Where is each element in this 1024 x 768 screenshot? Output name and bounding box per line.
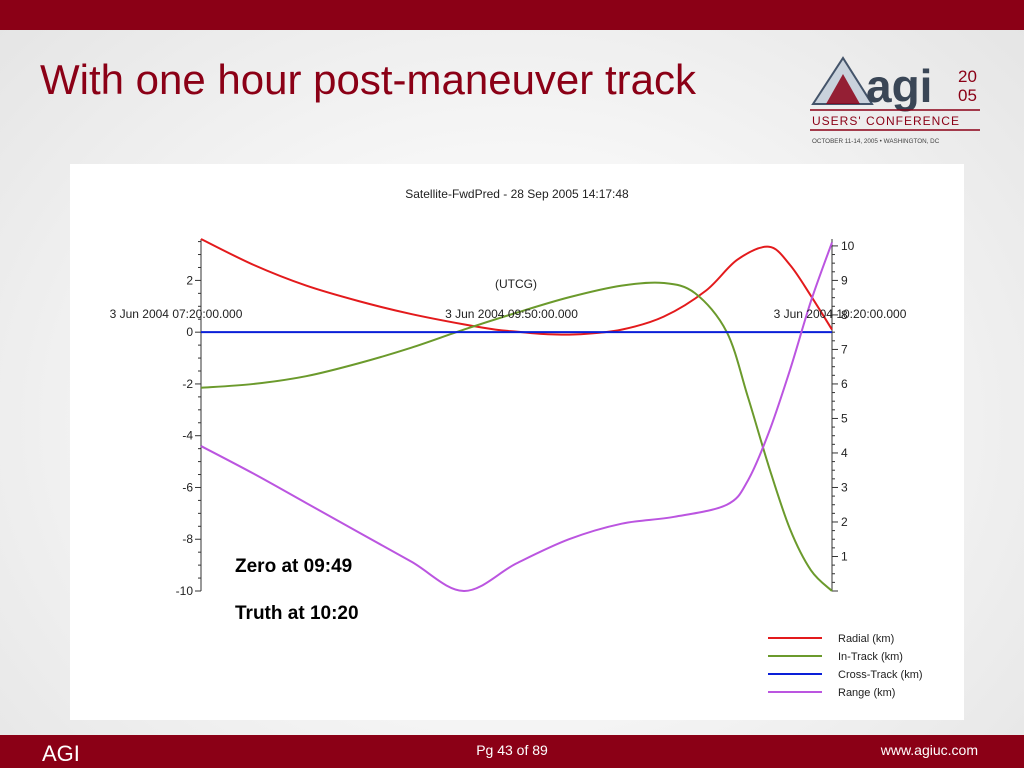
right-tick-label: 1	[841, 549, 848, 563]
legend-label-1: In-Track (km)	[838, 651, 903, 663]
chart-axes: 2 0 -2 -4 -6 -8 -10 10 9 8 7 6 5 4 3 2 1	[176, 239, 855, 598]
series-line-3	[200, 242, 833, 593]
right-tick-label: 10	[841, 239, 855, 253]
series-line-0	[200, 238, 833, 336]
x-tick-labels: 3 Jun 2004 07:20:00.000 3 Jun 2004 09:50:…	[110, 307, 907, 321]
right-tick-label: 3	[841, 480, 848, 494]
left-tick-label: 2	[186, 273, 193, 287]
right-tick-label: 6	[841, 377, 848, 391]
right-tick-label: 4	[841, 446, 848, 460]
chart-title: Satellite-FwdPred - 28 Sep 2005 14:17:48	[405, 187, 629, 201]
x-axis-label: (UTCG)	[495, 277, 537, 291]
footer-url: www.agiuc.com	[880, 742, 978, 758]
bottom-banner: AGI Pg 43 of 89 www.agiuc.com	[0, 735, 1024, 768]
x-tick-label: 3 Jun 2004 10:20:00.000	[774, 307, 907, 321]
series-line-1	[200, 281, 833, 592]
slide-title: With one hour post-maneuver track	[40, 56, 696, 103]
chart-panel: Satellite-FwdPred - 28 Sep 2005 14:17:48…	[70, 164, 964, 720]
left-tick-label: 0	[186, 325, 193, 339]
legend-label-0: Radial (km)	[838, 633, 894, 645]
logo-line1: USERS' CONFERENCE	[812, 114, 960, 128]
chart-series	[200, 238, 833, 593]
logo-word: agi	[866, 60, 932, 112]
legend-label-2: Cross-Track (km)	[838, 669, 923, 681]
left-tick-label: -8	[182, 532, 193, 546]
left-tick-label: -6	[182, 480, 193, 494]
x-tick-label: 3 Jun 2004 09:50:00.000	[445, 307, 578, 321]
logo-year-bottom: 05	[958, 86, 977, 105]
legend-label-3: Range (km)	[838, 687, 895, 699]
right-tick-label: 9	[841, 273, 848, 287]
right-tick-label: 2	[841, 515, 848, 529]
annotation-truth: Truth at 10:20	[235, 603, 359, 624]
footer-agi: AGI	[42, 741, 80, 766]
logo-year-top: 20	[958, 67, 977, 86]
annotation-zero: Zero at 09:49	[235, 556, 352, 577]
left-tick-label: -2	[182, 377, 193, 391]
chart-legend: Radial (km) In-Track (km) Cross-Track (km)…	[768, 633, 923, 699]
page-number: Pg 43 of 89	[476, 742, 548, 758]
top-banner	[0, 0, 1024, 30]
right-tick-label: 7	[841, 342, 848, 356]
agi-conference-logo: agi 20 05 USERS' CONFERENCE OCTOBER 11-1…	[810, 56, 980, 145]
right-tick-label: 5	[841, 411, 848, 425]
logo-line2: OCTOBER 11-14, 2005 • WASHINGTON, DC	[812, 138, 940, 145]
left-tick-label: -10	[176, 584, 194, 598]
left-tick-label: -4	[182, 429, 193, 443]
right-tick-label: 8	[841, 308, 848, 322]
x-tick-label: 3 Jun 2004 07:20:00.000	[110, 307, 243, 321]
satellite-chart: Satellite-FwdPred - 28 Sep 2005 14:17:48…	[110, 187, 923, 699]
